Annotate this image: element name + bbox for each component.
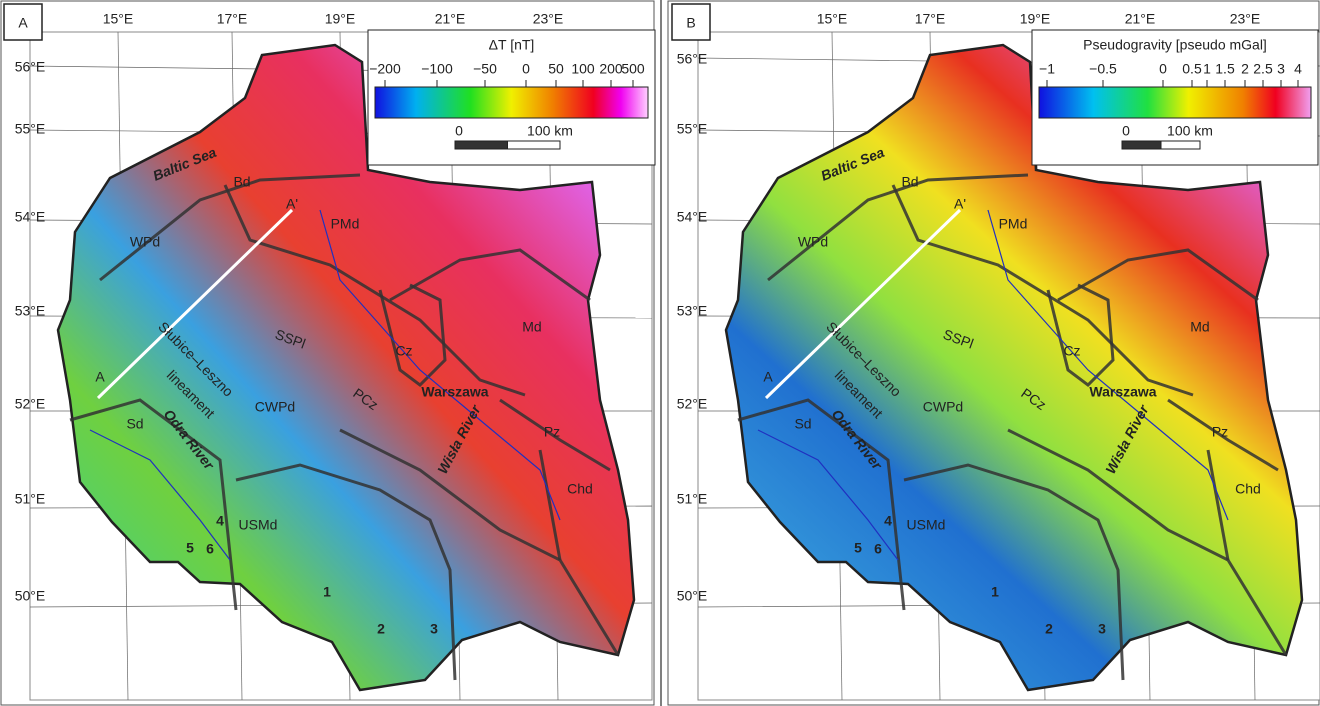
color-bar-label: −50	[473, 61, 497, 77]
region-label: Bd	[901, 174, 918, 190]
site-number: 2	[1045, 621, 1053, 637]
color-bar-label: 0.5	[1182, 61, 1202, 77]
color-bar-label: 1.5	[1215, 61, 1235, 77]
latitude-label: 53°E	[677, 303, 708, 319]
panel-letter: A	[18, 15, 28, 31]
latitude-label: 54°E	[15, 209, 46, 225]
scale-label: 100 km	[527, 123, 573, 139]
region-label: A	[763, 369, 773, 385]
region-label: Md	[522, 319, 541, 335]
region-label: Sd	[126, 416, 143, 432]
site-number: 6	[874, 541, 882, 557]
region-label: PMd	[999, 216, 1028, 232]
longitude-label: 15°E	[817, 11, 848, 27]
longitude-label: 19°E	[1020, 11, 1051, 27]
color-bar-label: 100	[571, 61, 595, 77]
panel-letter: B	[686, 15, 695, 31]
figure: A 15°E 17°E 19°E 21°E 23°E 56°E 55°E 54°E 53°E 52°…	[0, 0, 1320, 706]
scale-bar-light	[1161, 141, 1200, 149]
latitude-label: 56°E	[677, 51, 708, 67]
site-number: 6	[206, 541, 214, 557]
region-label: Pz	[544, 424, 560, 440]
region-label: Sd	[794, 416, 811, 432]
color-bar-label: 3	[1277, 61, 1285, 77]
site-number: 2	[377, 621, 385, 637]
region-label: A'	[954, 196, 966, 212]
latitude-label: 55°E	[15, 121, 46, 137]
region-label: WPd	[130, 234, 160, 250]
region-label: A'	[286, 196, 298, 212]
color-bar-label: 50	[548, 61, 564, 77]
latitude-label: 52°E	[15, 396, 46, 412]
latitude-label: 51°E	[15, 491, 46, 507]
scale-label: 0	[455, 123, 463, 139]
latitude-label: 52°E	[677, 396, 708, 412]
site-number: 3	[430, 621, 438, 637]
map-panel: B 15°E 17°E 19°E 21°E 23°E 56°E 55°E 54°E 53°E 52°…	[672, 4, 1320, 700]
region-label: Bd	[233, 174, 250, 190]
color-bar-label: 2.5	[1253, 61, 1273, 77]
region-label: Chd	[1235, 481, 1261, 497]
region-label: WPd	[798, 234, 828, 250]
legend-title: Pseudogravity [pseudo mGal]	[1083, 37, 1267, 53]
longitude-label: 19°E	[325, 11, 356, 27]
latitude-label: 56°E	[15, 59, 46, 75]
longitude-label: 17°E	[915, 11, 946, 27]
region-label: Pz	[1212, 424, 1228, 440]
region-label: Warszawa	[421, 384, 488, 400]
longitude-label: 23°E	[1230, 11, 1261, 27]
scale-bar-dark	[455, 141, 508, 149]
site-number: 5	[854, 540, 862, 556]
latitude-label: 50°E	[677, 588, 708, 604]
site-number: 1	[323, 584, 331, 600]
region-label: CWPd	[923, 399, 963, 415]
scale-label: 100 km	[1167, 123, 1213, 139]
latitude-label: 55°E	[677, 121, 708, 137]
region-label: Cz	[395, 343, 412, 359]
color-bar-label: 500	[621, 61, 645, 77]
region-label: CWPd	[255, 399, 295, 415]
latitude-label: 53°E	[15, 303, 46, 319]
color-bar-label: 1	[1203, 61, 1211, 77]
scale-bar-dark	[1122, 141, 1161, 149]
color-bar-label: −100	[421, 61, 453, 77]
region-label: USMd	[239, 517, 278, 533]
region-label: PMd	[331, 216, 360, 232]
longitude-label: 23°E	[533, 11, 564, 27]
site-number: 4	[884, 513, 892, 529]
color-bar-label: −0.5	[1089, 61, 1117, 77]
color-bar	[375, 87, 648, 118]
longitude-label: 15°E	[103, 11, 134, 27]
region-label: Cz	[1063, 343, 1080, 359]
site-number: 4	[216, 513, 224, 529]
color-bar-label: 4	[1294, 61, 1302, 77]
legend-title: ΔT [nT]	[489, 37, 535, 53]
scale-label: 0	[1122, 123, 1130, 139]
latitude-label: 50°E	[15, 588, 46, 604]
site-number: 3	[1098, 621, 1106, 637]
region-label: A	[95, 369, 105, 385]
map-panel: A 15°E 17°E 19°E 21°E 23°E 56°E 55°E 54°E 53°E 52°…	[4, 4, 655, 700]
region-label: USMd	[907, 517, 946, 533]
color-bar-label: 0	[522, 61, 530, 77]
longitude-label: 21°E	[435, 11, 466, 27]
scale-bar-light	[508, 141, 561, 149]
region-label: Warszawa	[1089, 384, 1156, 400]
color-bar-label: 0	[1159, 61, 1167, 77]
color-bar-label: 2	[1241, 61, 1249, 77]
color-bar-label: −1	[1039, 61, 1055, 77]
site-number: 5	[186, 540, 194, 556]
longitude-label: 17°E	[217, 11, 248, 27]
latitude-label: 51°E	[677, 491, 708, 507]
region-label: Chd	[567, 481, 593, 497]
latitude-label: 54°E	[677, 209, 708, 225]
color-bar-label: 200	[599, 61, 623, 77]
color-bar	[1039, 87, 1311, 118]
color-bar-label: −200	[369, 61, 401, 77]
site-number: 1	[991, 584, 999, 600]
region-label: Md	[1190, 319, 1209, 335]
longitude-label: 21°E	[1125, 11, 1156, 27]
